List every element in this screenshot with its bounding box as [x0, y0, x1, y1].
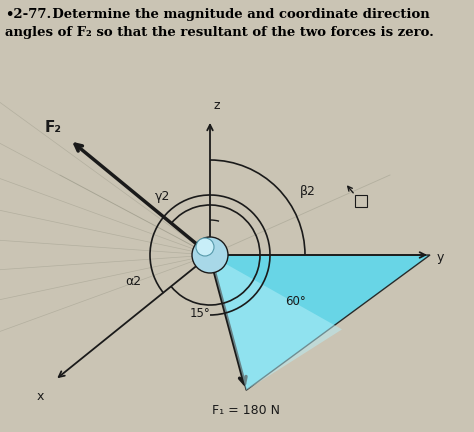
- Text: z: z: [214, 99, 220, 112]
- Text: γ2: γ2: [155, 190, 170, 203]
- Text: F₂: F₂: [45, 120, 62, 135]
- Text: y: y: [437, 251, 444, 264]
- Circle shape: [196, 238, 214, 256]
- Bar: [355, 195, 367, 207]
- Text: α2: α2: [125, 275, 141, 288]
- Text: •2-77.: •2-77.: [5, 8, 51, 21]
- Text: 60°: 60°: [285, 295, 306, 308]
- Text: Determine the magnitude and coordinate direction: Determine the magnitude and coordinate d…: [43, 8, 430, 21]
- Text: F₁ = 180 N: F₁ = 180 N: [212, 404, 280, 417]
- Text: 15°: 15°: [190, 307, 211, 320]
- Polygon shape: [210, 255, 342, 390]
- Text: angles of F₂ so that the resultant of the two forces is zero.: angles of F₂ so that the resultant of th…: [5, 26, 434, 39]
- Text: x: x: [36, 390, 44, 403]
- Circle shape: [192, 237, 228, 273]
- Polygon shape: [210, 255, 430, 390]
- Text: β2: β2: [300, 185, 316, 198]
